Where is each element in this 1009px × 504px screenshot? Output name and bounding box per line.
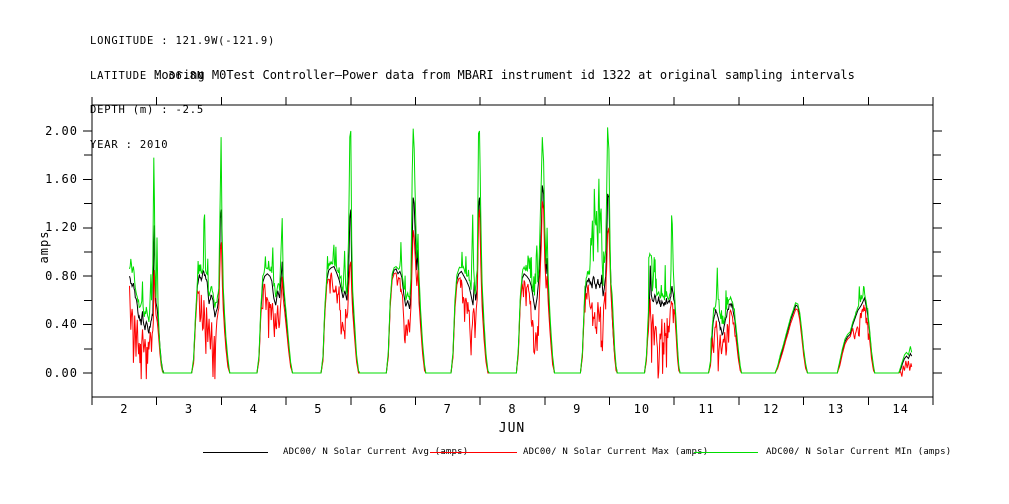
x-tick-label: 13 [827, 402, 845, 416]
x-tick-label: 10 [633, 402, 651, 416]
x-tick-label: 8 [508, 402, 517, 416]
series-0 [129, 185, 913, 374]
x-tick-label: 3 [184, 402, 194, 416]
x-axis-month-label: JUN [498, 421, 526, 436]
x-tick-label: 14 [892, 402, 909, 416]
x-tick-label: 6 [378, 402, 388, 416]
x-tick-label: 2 [120, 402, 129, 416]
legend-label-min: ADC00/ N Solar Current MIn (amps) [766, 447, 952, 457]
metadata-block: LONGITUDE : 121.9W(-121.9) LATITUDE : 36… [90, 13, 275, 174]
legend-label-max: ADC00/ N Solar Current Max (amps) [523, 447, 709, 457]
y-tick-label: 0.00 [45, 365, 78, 380]
chart-title: Mooring M0Test Controller—Power data fro… [154, 68, 855, 82]
y-tick-label: 1.60 [45, 171, 78, 186]
legend-line-min [694, 452, 758, 453]
y-tick-label: 1.20 [45, 220, 78, 235]
year-text: YEAR : 2010 [90, 138, 169, 151]
longitude-text: LONGITUDE : 121.9W(-121.9) [90, 35, 276, 47]
x-tick-label: 5 [314, 402, 323, 416]
series-2 [129, 127, 913, 374]
legend-line-max [430, 452, 517, 453]
y-tick-label: 2.00 [45, 123, 78, 138]
legend-label-avg: ADC00/ N Solar Current Avg (amps) [283, 447, 469, 457]
y-tick-label: 0.40 [45, 317, 78, 332]
y-tick-label: 0.80 [45, 268, 78, 283]
depth-text: DEPTH (m) : -2.5 [90, 104, 204, 116]
x-tick-label: 7 [443, 402, 452, 416]
latitude-text: LATITUDE : 36.8N [90, 69, 204, 82]
x-tick-label: 9 [573, 402, 582, 416]
x-tick-label: 12 [763, 402, 780, 416]
x-tick-label: 11 [698, 402, 715, 416]
x-tick-label: 4 [249, 402, 258, 416]
legend-line-avg [203, 452, 268, 453]
